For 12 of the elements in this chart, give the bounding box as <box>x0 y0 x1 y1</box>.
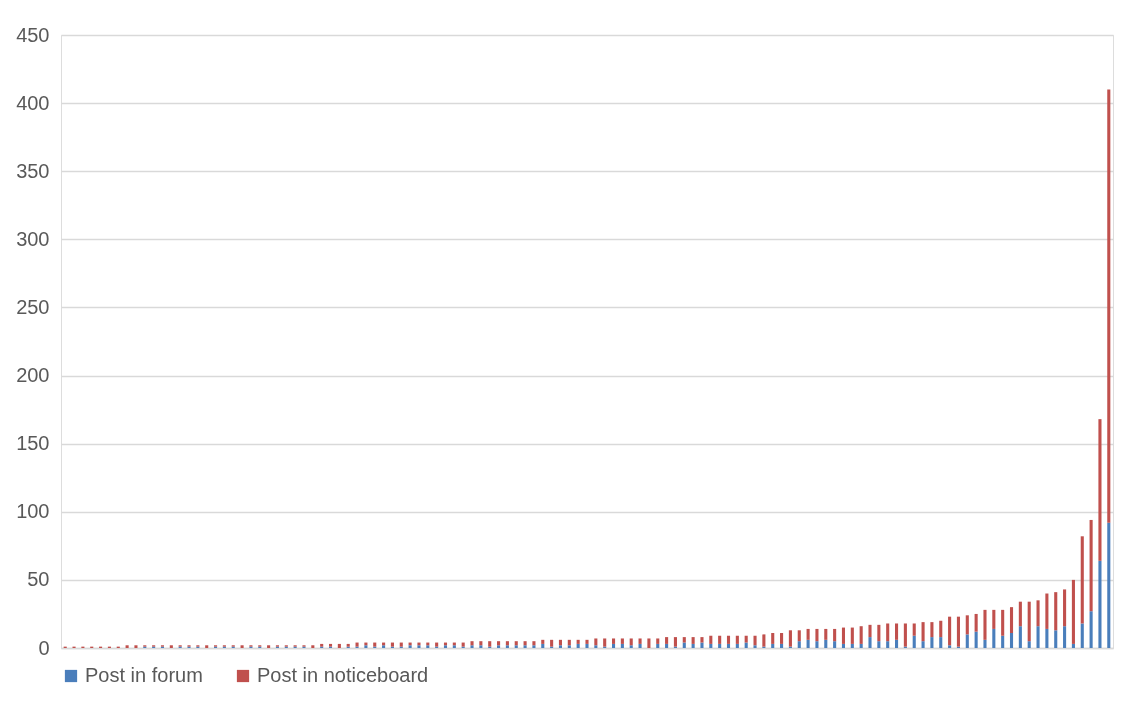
y-tick-label: 0 <box>38 636 50 659</box>
y-tick-label: 250 <box>16 295 50 318</box>
y-tick-label: 200 <box>16 364 50 387</box>
y-tick-label: 150 <box>16 432 50 455</box>
y-tick-label: 400 <box>16 91 50 114</box>
y-tick-label: 450 <box>16 23 50 46</box>
y-tick-label: 350 <box>16 159 50 182</box>
y-tick-label: 50 <box>27 568 50 591</box>
y-tick-label: 100 <box>16 500 50 523</box>
y-tick-label: 300 <box>16 227 50 250</box>
legend-label: Post in forum <box>85 664 203 686</box>
legend-label: Post in noticeboard <box>257 664 429 686</box>
